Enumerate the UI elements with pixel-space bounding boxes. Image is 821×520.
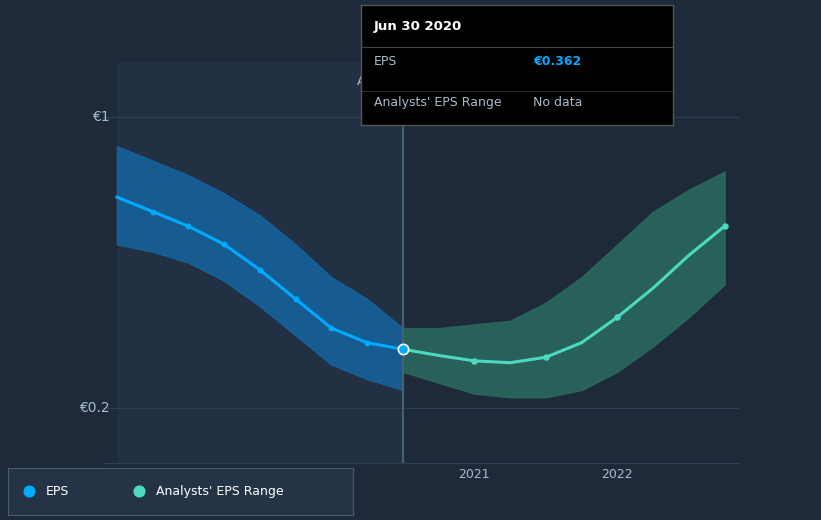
Point bbox=[218, 240, 231, 249]
Point bbox=[181, 222, 195, 230]
Point bbox=[289, 295, 302, 303]
Bar bbox=[117, 62, 403, 463]
Point bbox=[611, 313, 624, 321]
Point bbox=[22, 487, 35, 496]
Text: No data: No data bbox=[533, 96, 582, 109]
Text: €0.362: €0.362 bbox=[533, 56, 581, 69]
Point bbox=[133, 487, 146, 496]
Point bbox=[397, 345, 410, 354]
Text: Jun 30 2020: Jun 30 2020 bbox=[374, 20, 462, 33]
Text: Analysts Forecasts: Analysts Forecasts bbox=[410, 75, 526, 88]
Text: EPS: EPS bbox=[374, 56, 397, 69]
Text: €0.2: €0.2 bbox=[79, 401, 110, 415]
Text: Analysts' EPS Range: Analysts' EPS Range bbox=[157, 485, 284, 498]
Point bbox=[146, 207, 159, 216]
Point bbox=[718, 222, 732, 230]
Point bbox=[325, 324, 338, 332]
Point bbox=[539, 353, 553, 361]
Point bbox=[468, 357, 481, 365]
Text: Analysts' EPS Range: Analysts' EPS Range bbox=[374, 96, 502, 109]
Text: Actual: Actual bbox=[356, 75, 396, 88]
Point bbox=[360, 339, 374, 347]
Text: €1: €1 bbox=[92, 110, 110, 124]
Text: EPS: EPS bbox=[46, 485, 70, 498]
Point bbox=[254, 266, 267, 274]
